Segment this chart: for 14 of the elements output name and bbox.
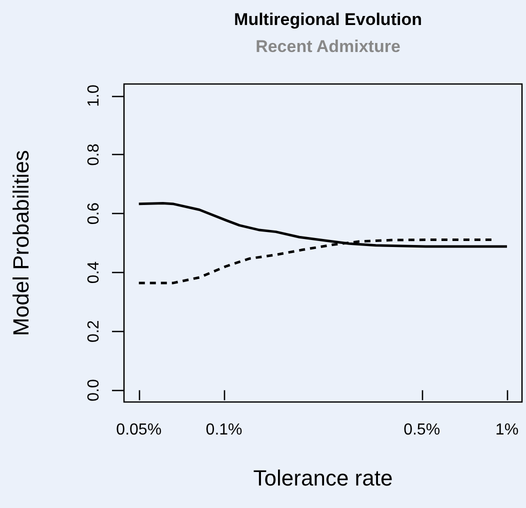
y-axis-title: Model Probabilities: [8, 150, 34, 336]
chart-title: Multiregional Evolution: [234, 10, 422, 29]
x-axis-title: Tolerance rate: [253, 466, 393, 490]
x-tick-label: 1%: [495, 422, 519, 438]
y-tick-label: 0.6: [86, 202, 102, 225]
y-tick-label: 0.0: [86, 379, 102, 402]
y-tick-label: 1.0: [86, 84, 102, 107]
x-tick-label: 0.1%: [206, 422, 242, 438]
y-tick-label: 0.2: [86, 320, 102, 342]
y-tick-label: 0.4: [86, 261, 102, 284]
chart-subtitle: Recent Admixture: [256, 37, 400, 56]
y-tick-label: 0.8: [86, 143, 102, 166]
x-tick-label: 0.05%: [116, 422, 162, 438]
x-tick-label: 0.5%: [404, 422, 440, 438]
